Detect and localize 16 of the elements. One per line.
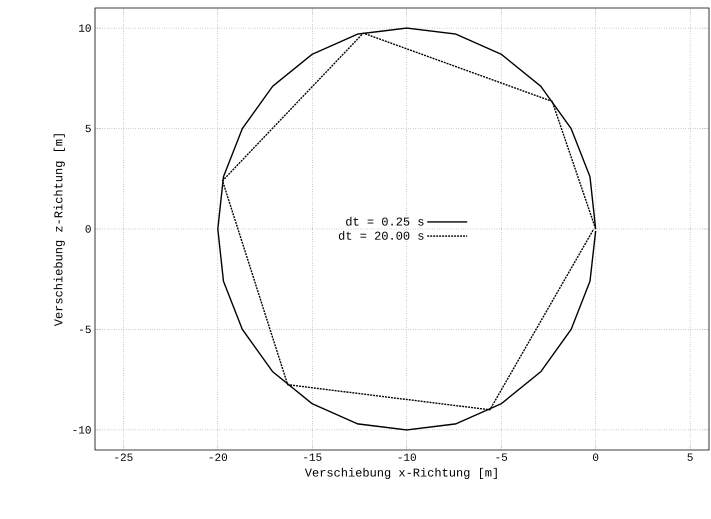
x-tick-label: 0 <box>593 454 598 461</box>
y-tick-label: 10 <box>79 24 91 32</box>
y-axis-title: Verschiebung z-Richtung [m] <box>54 134 65 326</box>
x-tick-label: 5 <box>688 454 693 461</box>
y-tick-label: -5 <box>80 326 91 334</box>
x-tick-label: -15 <box>304 454 322 461</box>
x-tick-label: -20 <box>210 454 228 461</box>
y-tick-label: 0 <box>86 225 91 233</box>
x-tick-label: -5 <box>496 454 508 461</box>
x-axis-title: Verschiebung x-Richtung [m] <box>304 468 497 480</box>
y-tick-label: 5 <box>86 124 91 132</box>
y-tick-label: -10 <box>73 426 91 434</box>
x-tick-label: -10 <box>398 454 416 461</box>
legend-label: dt = 0.25 s <box>346 216 424 226</box>
x-tick-label: -25 <box>115 454 133 461</box>
legend-label: dt = 20.00 s <box>338 230 424 240</box>
